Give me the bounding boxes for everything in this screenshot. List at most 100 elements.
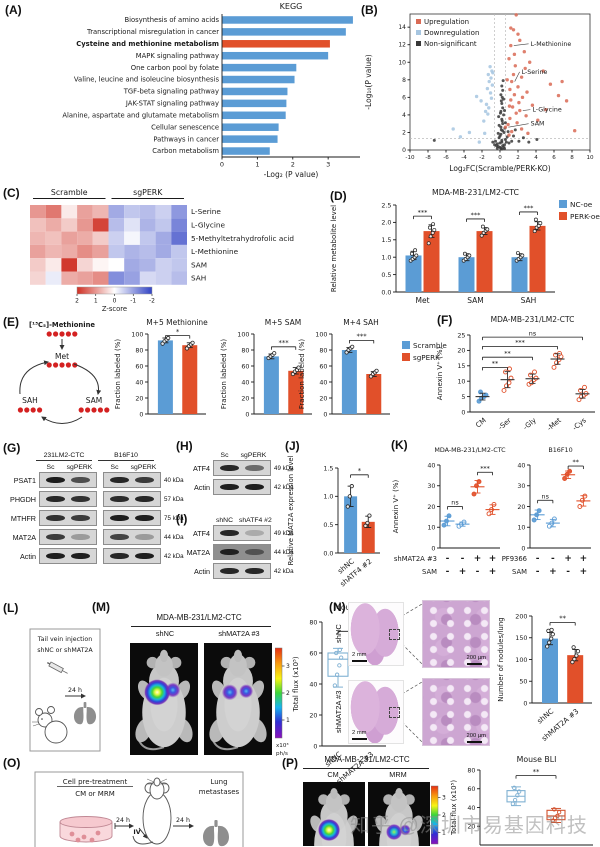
svg-text:MAPK signaling pathway: MAPK signaling pathway (136, 52, 219, 60)
panel-label-a: (A) (5, 3, 22, 17)
svg-text:Met: Met (415, 296, 429, 305)
svg-text:0.0: 0.0 (323, 549, 333, 557)
svg-text:SAM: SAM (467, 296, 484, 305)
svg-text:1.0: 1.0 (323, 493, 333, 501)
svg-text:1: 1 (94, 298, 98, 305)
svg-text:**: ** (492, 360, 498, 368)
svg-text:Log₂FC(Scramble/PERK-KO): Log₂FC(Scramble/PERK-KO) (449, 164, 550, 173)
svg-text:0.5: 0.5 (381, 271, 391, 279)
svg-text:JAK-STAT signaling pathway: JAK-STAT signaling pathway (125, 100, 219, 108)
histology-high-mag-shmat2a: 200 µm (422, 678, 490, 746)
svg-text:SAM: SAM (512, 568, 527, 576)
svg-text:-Log₂ (P value): -Log₂ (P value) (264, 170, 319, 179)
svg-text:Scramble: Scramble (51, 188, 88, 197)
svg-text:Total flux (x10⁵): Total flux (x10⁵) (292, 656, 300, 712)
svg-text:0: 0 (313, 742, 317, 750)
svg-text:L-Serine: L-Serine (522, 69, 548, 76)
svg-text:+: + (474, 554, 482, 564)
svg-text:4: 4 (402, 112, 406, 119)
svg-text:Mouse BLI: Mouse BLI (517, 755, 557, 764)
annexin-dotplot: MDA-MB-231/LM2-CTC 0 5 10 15 20 25 CM -Ser -Gly -M… (436, 315, 595, 433)
svg-text:TGF-beta signaling pathway: TGF-beta signaling pathway (123, 88, 219, 96)
svg-text:1.0: 1.0 (381, 254, 391, 262)
svg-text:20: 20 (467, 823, 475, 831)
svg-text:***: *** (524, 204, 535, 212)
svg-text:**: ** (504, 349, 510, 357)
svg-text:Fraction labeled (%): Fraction labeled (%) (220, 339, 228, 409)
svg-text:1: 1 (255, 161, 259, 169)
svg-text:60: 60 (309, 649, 317, 657)
panel-label-j: (J) (285, 439, 300, 453)
scale-bar-200um: 200 µm (466, 656, 486, 665)
svg-text:Total flux (x10⁵): Total flux (x10⁵) (450, 780, 458, 836)
svg-text:Biosynthesis of amino acids: Biosynthesis of amino acids (124, 16, 219, 24)
svg-text:0: 0 (220, 161, 224, 169)
svg-text:-Ser: -Ser (497, 416, 513, 431)
svg-text:0: 0 (461, 408, 465, 416)
svg-text:***: *** (356, 333, 367, 341)
bli-mouse-image-cm (303, 782, 365, 846)
svg-text:Alanine, aspartate and glutama: Alanine, aspartate and glutamate metabol… (62, 111, 219, 119)
svg-text:Transcriptional misregulation: Transcriptional misregulation in cancer (86, 28, 219, 36)
svg-text:Fraction labeled (%): Fraction labeled (%) (114, 339, 122, 409)
histology-low-mag-shnc: 2 mm (348, 602, 404, 666)
svg-text:1.5: 1.5 (323, 464, 333, 472)
svg-text:-4: -4 (461, 155, 467, 161)
svg-text:**: ** (573, 458, 579, 466)
volcano-plot: -10 -8 -6 -4 -2 0 2 4 6 8 10 0 2 4 6 8 10 12 14 Log₂FC(Scra… (364, 13, 594, 173)
svg-text:SAH: SAH (521, 296, 537, 305)
svg-text:14: 14 (398, 24, 406, 31)
western-blot-i: shNC shATF4 #2 ATF4 49 kDa MAT2A 44 kDa Actin 4… (178, 517, 298, 582)
zoom-region-box (389, 629, 400, 640)
svg-text:2: 2 (402, 129, 406, 136)
svg-text:Lung: Lung (210, 778, 227, 786)
svg-text:Upregulation: Upregulation (424, 18, 469, 26)
svg-text:-Cys: -Cys (571, 416, 588, 432)
svg-text:2: 2 (75, 298, 79, 305)
svg-text:+: + (459, 567, 467, 577)
panel-p-title: MDA-MB-231/LM2-CTC (324, 755, 410, 764)
svg-text:-Met: -Met (546, 416, 563, 432)
svg-text:[¹³C₅]-Methionine: [¹³C₅]-Methionine (29, 321, 95, 329)
scale-bar-2mm: 2 mm (352, 653, 367, 662)
svg-text:sgPERK: sgPERK (133, 188, 163, 197)
svg-text:6: 6 (402, 94, 406, 101)
svg-text:+: + (580, 554, 588, 564)
svg-text:-: - (536, 554, 540, 564)
svg-text:2: 2 (286, 690, 290, 697)
svg-text:CM or MRM: CM or MRM (75, 790, 114, 798)
svg-text:20: 20 (241, 394, 249, 402)
svg-text:+: + (489, 567, 497, 577)
svg-text:MDA-MB-231/LM2-CTC: MDA-MB-231/LM2-CTC (434, 446, 506, 454)
svg-text:One carbon pool by folate: One carbon pool by folate (131, 64, 219, 72)
svg-text:B16F10: B16F10 (548, 446, 572, 454)
svg-text:40: 40 (309, 680, 317, 688)
svg-text:0: 0 (245, 410, 249, 418)
svg-text:40: 40 (135, 378, 143, 386)
svg-text:15: 15 (457, 362, 465, 370)
svg-text:L-Serine: L-Serine (191, 207, 221, 216)
svg-text:MDA-MB-231/LM2-CTC: MDA-MB-231/LM2-CTC (432, 188, 520, 197)
svg-text:ph/s: ph/s (276, 751, 288, 757)
panel-p-title-rule (303, 768, 429, 769)
svg-text:20: 20 (517, 503, 525, 511)
svg-text:L-Methionine: L-Methionine (531, 41, 572, 48)
svg-text:0.0: 0.0 (381, 288, 391, 296)
svg-text:24 h: 24 h (68, 687, 82, 694)
panel-label-m: (M) (92, 600, 110, 614)
svg-text:12: 12 (398, 42, 406, 49)
svg-text:200: 200 (515, 612, 527, 620)
svg-text:shNC or shMAT2A: shNC or shMAT2A (37, 647, 93, 654)
svg-text:80: 80 (319, 346, 327, 354)
svg-text:**: ** (559, 615, 566, 623)
panel-label-b: (B) (361, 3, 378, 17)
svg-text:MDA-MB-231/LM2-CTC: MDA-MB-231/LM2-CTC (491, 315, 575, 324)
svg-text:shMAT2A #3: shMAT2A #3 (394, 555, 437, 563)
svg-text:***: *** (418, 208, 429, 216)
svg-text:1.5: 1.5 (381, 236, 391, 244)
svg-text:Non-significant: Non-significant (424, 40, 477, 48)
histology-panel: shNC 2 mm 200 µm shMAT2A #3 2 mm 200 µm (332, 598, 490, 766)
blot-group-title: B16F10 (98, 452, 154, 461)
svg-text:100: 100 (515, 656, 527, 664)
